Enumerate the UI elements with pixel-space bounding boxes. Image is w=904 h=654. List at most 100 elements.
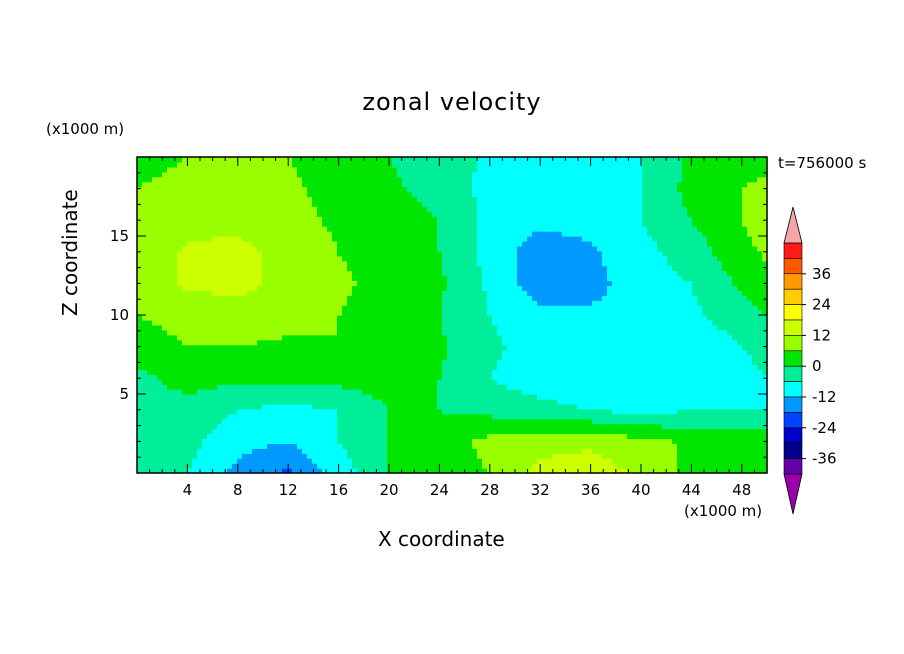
contour-cell: [682, 463, 688, 469]
contour-cell: [152, 290, 158, 296]
contour-cell: [717, 364, 723, 370]
contour-cell: [142, 453, 148, 459]
contour-cell: [472, 339, 478, 346]
contour-cell: [332, 290, 338, 296]
contour-cell: [377, 438, 383, 444]
contour-cell: [627, 349, 633, 356]
contour-cell: [347, 305, 353, 311]
contour-cell: [467, 290, 473, 296]
contour-cell: [152, 463, 158, 469]
contour-cell: [652, 295, 658, 301]
contour-cell: [222, 310, 228, 316]
contour-cell: [272, 324, 278, 331]
contour-cell: [352, 413, 358, 420]
contour-cell: [632, 408, 638, 415]
contour-cell: [292, 384, 298, 390]
contour-cell: [472, 413, 478, 420]
contour-cell: [597, 319, 603, 326]
contour-cell: [302, 379, 308, 385]
contour-cell: [282, 349, 288, 356]
contour-cell: [512, 408, 518, 415]
contour-cell: [657, 379, 663, 385]
contour-cell: [577, 349, 583, 356]
contour-cell: [227, 398, 233, 405]
contour-cell: [742, 398, 748, 405]
contour-cell: [732, 408, 738, 415]
contour-cell: [217, 349, 223, 356]
contour-cell: [662, 403, 668, 410]
contour-cell: [547, 468, 553, 474]
contour-cell: [317, 433, 323, 440]
contour-cell: [172, 354, 178, 361]
contour-cell: [407, 418, 413, 425]
contour-cell: [367, 349, 373, 356]
contour-cell: [162, 329, 168, 336]
contour-cell: [747, 443, 753, 449]
contour-cell: [137, 339, 143, 346]
contour-cell: [517, 359, 523, 365]
contour-cell: [537, 418, 543, 425]
contour-cell: [402, 310, 408, 316]
contour-cell: [622, 305, 628, 311]
contour-cell: [277, 443, 283, 449]
contour-cell: [232, 428, 238, 435]
contour-cell: [392, 463, 398, 469]
contour-cell: [557, 310, 563, 316]
contour-cell: [262, 468, 268, 474]
contour-cell: [152, 280, 158, 286]
contour-cell: [267, 295, 273, 301]
contour-cell: [407, 443, 413, 449]
contour-cell: [727, 339, 733, 346]
contour-cell: [757, 339, 763, 346]
contour-cell: [512, 379, 518, 385]
contour-cell: [227, 463, 233, 469]
contour-cell: [222, 453, 228, 459]
contour-cell: [567, 398, 573, 405]
contour-cell: [687, 364, 693, 370]
contour-cell: [367, 403, 373, 410]
contour-cell: [537, 290, 543, 296]
contour-cell: [257, 448, 263, 454]
contour-cell: [317, 364, 323, 370]
contour-cell: [387, 448, 393, 454]
contour-cell: [377, 315, 383, 321]
contour-cell: [552, 428, 558, 435]
contour-cell: [212, 448, 218, 454]
contour-cell: [377, 408, 383, 415]
contour-cell: [157, 290, 163, 296]
contour-cell: [377, 453, 383, 459]
contour-cell: [332, 324, 338, 331]
contour-cell: [487, 354, 493, 361]
contour-cell: [227, 319, 233, 326]
contour-cell: [557, 329, 563, 336]
contour-cell: [532, 305, 538, 311]
contour-cell: [507, 423, 513, 430]
contour-cell: [742, 354, 748, 361]
contour-cell: [282, 423, 288, 430]
contour-cell: [602, 310, 608, 316]
contour-cell: [412, 394, 418, 400]
contour-cell: [327, 394, 333, 400]
contour-cell: [142, 384, 148, 390]
contour-cell: [542, 324, 548, 331]
contour-cell: [262, 300, 268, 306]
contour-cell: [567, 354, 573, 361]
contour-cell: [602, 398, 608, 405]
contour-cell: [297, 398, 303, 405]
contour-cell: [687, 389, 693, 395]
contour-cell: [492, 389, 498, 395]
contour-cell: [737, 463, 743, 469]
contour-cell: [322, 423, 328, 430]
contour-cell: [422, 324, 428, 331]
contour-cell: [497, 319, 503, 326]
contour-cell: [667, 359, 673, 365]
contour-cell: [442, 403, 448, 410]
contour-cell: [582, 448, 588, 454]
contour-cell: [427, 379, 433, 385]
contour-cell: [287, 324, 293, 331]
contour-cell: [357, 463, 363, 469]
contour-cell: [722, 433, 728, 440]
contour-cell: [352, 394, 358, 400]
contour-cell: [167, 423, 173, 430]
contour-cell: [762, 428, 768, 435]
